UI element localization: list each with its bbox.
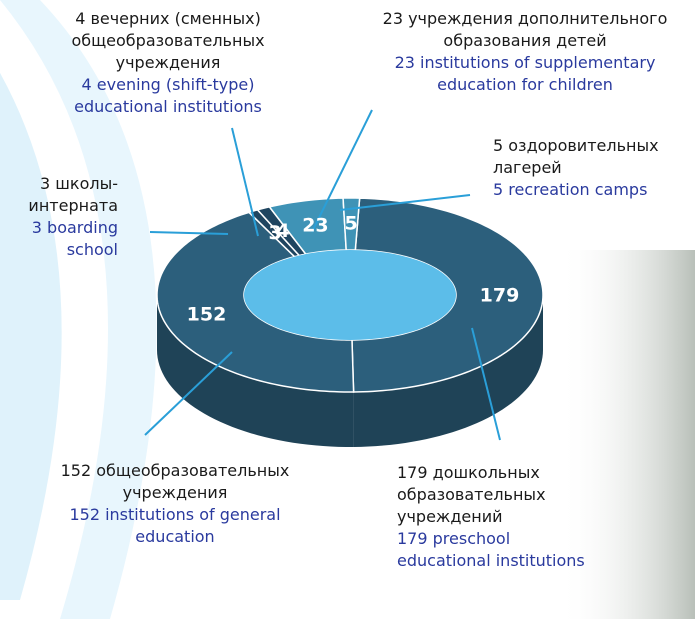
- label-group: 179 дошкольных образовательных учреждени…: [397, 462, 587, 572]
- slice-side: [353, 295, 543, 447]
- label-en: 23 institutions of supplementary educati…: [394, 53, 656, 94]
- label-en: 4 evening (shift-type) educational insti…: [74, 75, 262, 116]
- leader-line: [471, 327, 501, 441]
- label-group: 5 оздоровительных лагерей 5 recreation ca…: [493, 135, 693, 201]
- leader-lines: [144, 109, 501, 441]
- label-group: 3 школы-интерната 3 boarding school: [0, 173, 118, 261]
- leader-line: [311, 109, 373, 233]
- label-ru: 3 школы-интерната: [28, 174, 118, 215]
- label-ru: 179 дошкольных образовательных учреждени…: [397, 463, 546, 526]
- label-ru: 5 оздоровительных лагерей: [493, 136, 659, 177]
- label-group: 152 общеобразовательных учреждения 152 in…: [45, 460, 305, 548]
- slice-side: [157, 295, 354, 447]
- label-ru: 152 общеобразовательных учреждения: [60, 461, 290, 502]
- label-en: 3 boarding school: [31, 218, 118, 259]
- label-group: 23 учреждения дополнительного образовани…: [355, 8, 695, 96]
- leader-line: [144, 351, 233, 436]
- label-en: 152 institutions of general education: [69, 505, 281, 546]
- decor-curve: [0, 0, 157, 619]
- value-label: 23: [302, 214, 328, 236]
- leader-line: [149, 231, 229, 235]
- leader-line: [231, 127, 259, 237]
- value-label: 152: [187, 303, 227, 325]
- donut-hole: [244, 250, 456, 340]
- value-label: 5: [344, 213, 357, 235]
- leader-line: [339, 194, 471, 211]
- value-label: 4: [276, 220, 289, 242]
- label-en: 179 preschool educational institutions: [397, 529, 585, 570]
- value-label: 179: [480, 285, 520, 307]
- value-label: 3: [268, 222, 281, 244]
- decor-building: [560, 250, 695, 619]
- label-ru: 23 учреждения дополнительного образовани…: [382, 9, 668, 50]
- label-ru: 4 вечерних (сменных) общеобразовательных…: [71, 9, 265, 72]
- decor-curve: [0, 72, 62, 600]
- label-group: 4 вечерних (сменных) общеобразовательных…: [42, 8, 294, 118]
- label-en: 5 recreation camps: [493, 180, 648, 199]
